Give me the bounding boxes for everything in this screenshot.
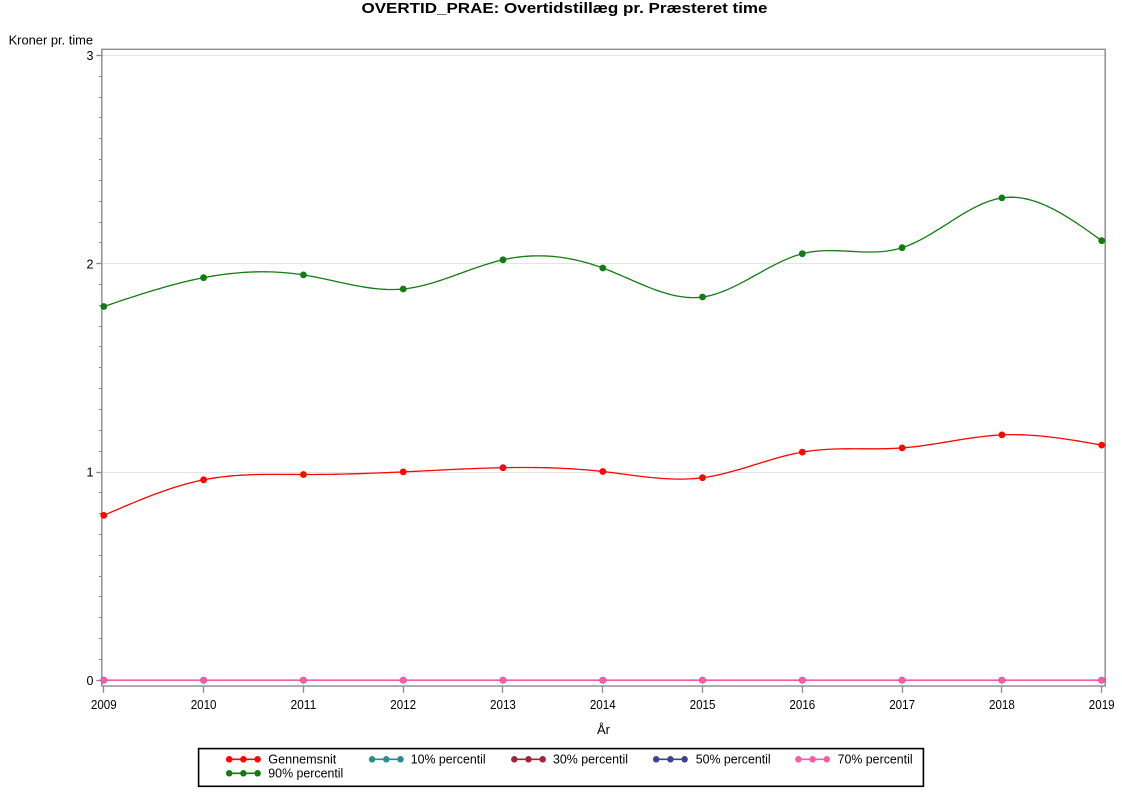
- svg-text:30% percentil: 30% percentil: [553, 752, 628, 766]
- svg-text:2012: 2012: [390, 698, 416, 712]
- svg-text:2009: 2009: [91, 698, 117, 712]
- svg-text:50% percentil: 50% percentil: [696, 752, 771, 766]
- svg-text:Kroner pr. time: Kroner pr. time: [9, 32, 94, 47]
- svg-text:2016: 2016: [789, 698, 815, 712]
- svg-text:70% percentil: 70% percentil: [838, 752, 913, 766]
- svg-text:90% percentil: 90% percentil: [268, 766, 343, 780]
- svg-text:2013: 2013: [490, 698, 516, 712]
- svg-text:3: 3: [87, 49, 94, 63]
- svg-text:2010: 2010: [191, 698, 217, 712]
- svg-text:Gennemsnit: Gennemsnit: [268, 752, 337, 766]
- svg-text:2018: 2018: [989, 698, 1015, 712]
- svg-text:2015: 2015: [690, 698, 716, 712]
- svg-text:2019: 2019: [1089, 698, 1115, 712]
- svg-text:2014: 2014: [590, 698, 616, 712]
- svg-text:2: 2: [87, 257, 94, 271]
- svg-text:2017: 2017: [889, 698, 915, 712]
- svg-text:År: År: [597, 722, 611, 737]
- svg-text:2011: 2011: [290, 698, 316, 712]
- svg-text:0: 0: [87, 674, 94, 688]
- svg-text:1: 1: [87, 466, 94, 480]
- svg-text:10% percentil: 10% percentil: [411, 752, 486, 766]
- svg-text:OVERTID_PRAE: Overtidstillæg p: OVERTID_PRAE: Overtidstillæg pr. Præster…: [362, 1, 768, 17]
